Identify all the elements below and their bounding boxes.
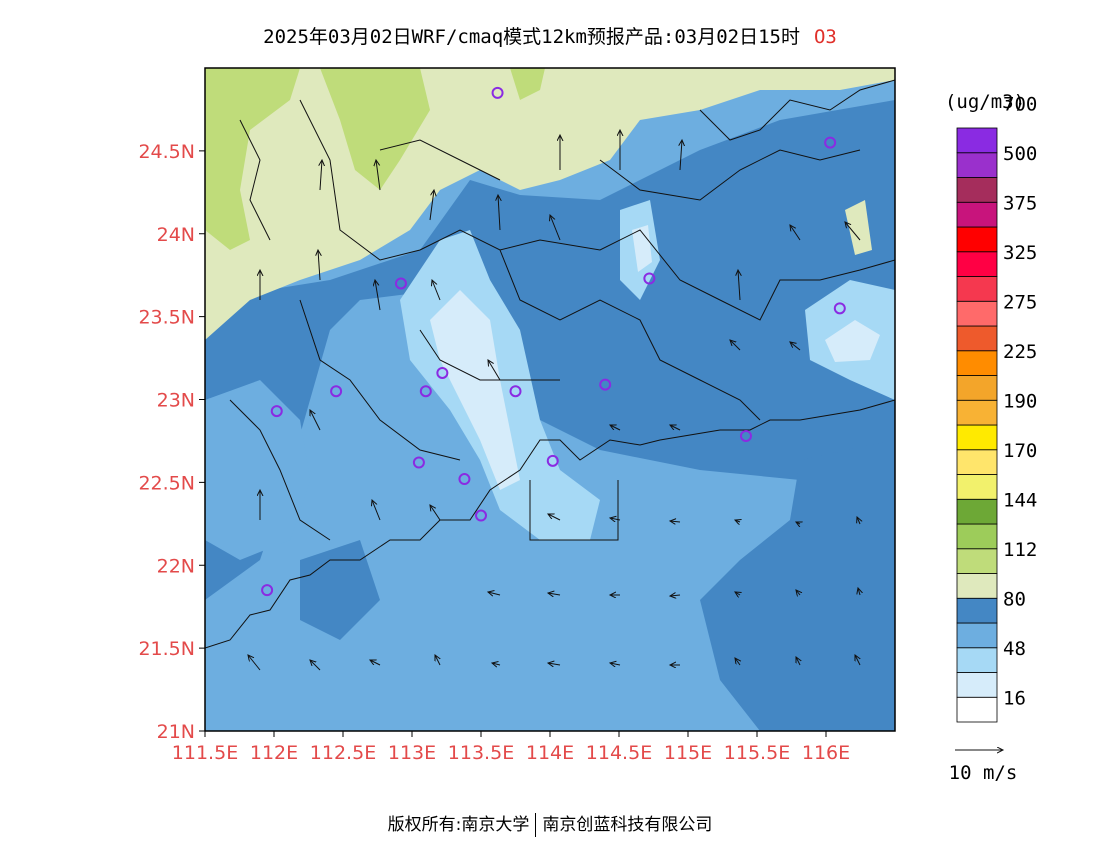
station-marker <box>330 385 343 398</box>
wind-reference-key: 10 m/s <box>949 750 1018 784</box>
colorbar-swatch <box>956 573 998 599</box>
station-marker <box>599 378 612 391</box>
colorbar-swatch <box>956 647 998 673</box>
copyright-right: 南京创蓝科技有限公司 <box>542 815 713 835</box>
copyright-footer: 版权所有:南京大学 南京创蓝科技有限公司 <box>0 810 1100 837</box>
lon-tick-label: 114E <box>526 742 574 764</box>
colorbar-swatch <box>956 375 998 401</box>
lon-tick-label: 112E <box>250 742 298 764</box>
colorbar-swatch <box>956 597 998 624</box>
lat-tick-label: 21.5N <box>138 638 195 660</box>
lon-tick-label: 112.5E <box>310 742 376 764</box>
species-label: O3 <box>813 26 837 48</box>
lat-tick-label: 22.5N <box>138 472 195 494</box>
concentration-field <box>205 68 895 731</box>
station-marker <box>412 456 425 469</box>
colorbar-swatch <box>956 424 998 451</box>
colorbar-swatch <box>956 350 998 376</box>
lat-tick-label: 24N <box>157 224 195 246</box>
station-marker <box>643 272 656 285</box>
lon-tick-label: 116E <box>802 742 850 764</box>
wind-reference-label: 10 m/s <box>949 762 1018 784</box>
colorbar-swatch <box>956 276 998 302</box>
boundary-lines <box>205 79 895 649</box>
lat-tick-label: 23N <box>157 390 195 412</box>
colorbar-swatch <box>956 622 998 649</box>
lat-tick-label: 21N <box>157 721 195 743</box>
colorbar-swatch <box>956 251 998 277</box>
colorbar-swatch <box>956 177 998 203</box>
lon-tick-label: 113.5E <box>448 742 514 764</box>
station-marker <box>833 302 846 315</box>
colorbar-swatch <box>956 498 998 525</box>
colorbar-swatch <box>956 127 998 154</box>
copyright-left: 版权所有:南京大学 <box>387 815 530 835</box>
colorbar-label: 325 <box>1003 242 1037 264</box>
colorbar-label: 112 <box>1003 539 1037 561</box>
lon-tick-label: 115.5E <box>724 742 790 764</box>
lon-tick-label: 115E <box>664 742 712 764</box>
lat-tick-label: 23.5N <box>138 307 195 329</box>
lon-tick-label: 113E <box>388 742 436 764</box>
station-marker <box>394 277 407 290</box>
colorbar-swatch <box>956 226 998 253</box>
station-marker <box>270 405 283 418</box>
colorbar-swatch <box>956 548 998 574</box>
colorbar-label: 375 <box>1003 192 1037 214</box>
colorbar-label: 16 <box>1003 687 1026 709</box>
colorbar-swatch <box>956 474 998 500</box>
station-marker <box>436 366 449 379</box>
colorbar-label: 700 <box>1003 93 1037 115</box>
colorbar-label: 225 <box>1003 341 1037 363</box>
footer-divider <box>535 813 537 837</box>
lat-tick-label: 24.5N <box>138 141 195 163</box>
colorbar-swatch <box>956 325 998 352</box>
station-marker <box>475 509 487 522</box>
colorbar-label: 500 <box>1003 143 1037 165</box>
colorbar: 16 48 80 112 144 170 190 225 275 325 375 500 700 <box>956 93 1037 723</box>
colorbar-swatch <box>956 399 998 426</box>
colorbar-label: 190 <box>1003 390 1037 412</box>
colorbar-label: 170 <box>1003 440 1037 462</box>
colorbar-swatch <box>956 672 998 698</box>
colorbar-label: 144 <box>1003 489 1037 511</box>
lon-tick-label: 111.5E <box>172 742 238 764</box>
colorbar-label: 80 <box>1003 588 1026 610</box>
colorbar-label: 48 <box>1003 638 1026 660</box>
colorbar-swatch <box>956 523 998 550</box>
station-marker <box>419 385 432 398</box>
axis-ticks: 111.5E 112E 112.5E 113E 113.5E 114E 114.5E 115E… <box>138 141 850 764</box>
station-marker <box>509 385 522 398</box>
station-marker <box>739 429 752 442</box>
lon-tick-label: 114.5E <box>586 742 652 764</box>
station-marker <box>824 136 837 149</box>
station-marker <box>458 473 471 486</box>
colorbar-swatch <box>956 300 998 327</box>
station-markers <box>261 86 846 597</box>
colorbar-swatch <box>956 449 998 475</box>
wind-vectors <box>248 130 860 671</box>
lat-tick-label: 22N <box>157 555 195 577</box>
title-text: 2025年03月02日WRF/cmaq模式12km预报产品:03月02日15时 <box>263 26 800 48</box>
colorbar-swatch <box>956 696 998 723</box>
colorbar-swatch <box>956 201 998 228</box>
map-title: 2025年03月02日WRF/cmaq模式12km预报产品:03月02日15时 O… <box>0 22 1100 49</box>
station-marker <box>261 584 274 597</box>
station-marker <box>491 86 504 99</box>
colorbar-swatch <box>956 152 998 178</box>
colorbar-unit: (ug/m3) <box>945 91 1025 113</box>
colorbar-label: 275 <box>1003 291 1037 313</box>
station-marker <box>546 454 559 467</box>
